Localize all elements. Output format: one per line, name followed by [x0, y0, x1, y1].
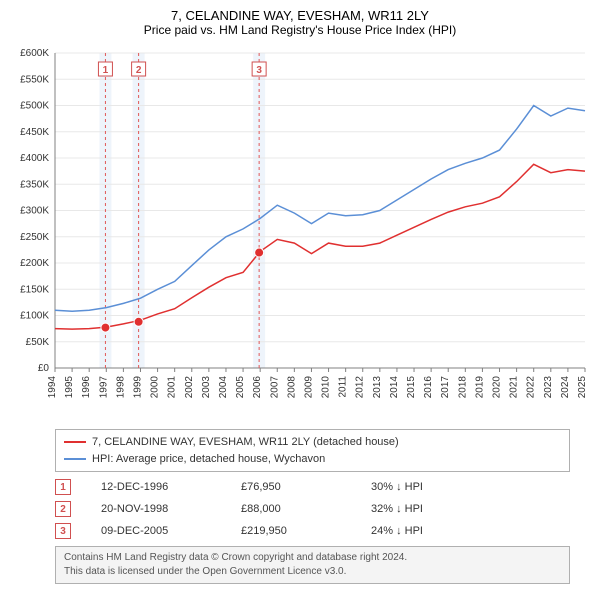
- sale-delta: 32% ↓ HPI: [371, 503, 481, 515]
- legend-label: HPI: Average price, detached house, Wych…: [92, 451, 325, 468]
- svg-text:2015: 2015: [406, 376, 417, 399]
- sale-delta: 24% ↓ HPI: [371, 525, 481, 537]
- svg-text:2016: 2016: [423, 376, 434, 399]
- svg-text:1999: 1999: [132, 376, 143, 399]
- sale-price: £88,000: [241, 503, 341, 515]
- chart-title: 7, CELANDINE WAY, EVESHAM, WR11 2LY: [0, 0, 600, 23]
- svg-text:£350K: £350K: [20, 179, 49, 190]
- line-chart-svg: £0 £50K £100K £150K £200K £250K £300K £350K £400…: [0, 43, 600, 423]
- svg-text:2017: 2017: [440, 376, 451, 399]
- svg-text:3: 3: [256, 65, 262, 76]
- svg-text:2003: 2003: [201, 376, 212, 399]
- svg-text:2007: 2007: [269, 376, 280, 399]
- svg-text:£0: £0: [38, 363, 50, 374]
- legend-box: 7, CELANDINE WAY, EVESHAM, WR11 2LY (det…: [55, 429, 570, 472]
- svg-text:2025: 2025: [577, 376, 588, 399]
- svg-text:2018: 2018: [457, 376, 468, 399]
- svg-text:2019: 2019: [474, 376, 485, 399]
- svg-text:1995: 1995: [64, 376, 75, 399]
- svg-text:2008: 2008: [286, 376, 297, 399]
- svg-text:1998: 1998: [115, 376, 126, 399]
- sale-badge: 2: [55, 501, 71, 517]
- sale-row: 3 09-DEC-2005 £219,950 24% ↓ HPI: [55, 520, 570, 542]
- svg-text:£600K: £600K: [20, 48, 49, 59]
- legend-item: HPI: Average price, detached house, Wych…: [64, 451, 561, 468]
- svg-text:2023: 2023: [543, 376, 554, 399]
- legend-item: 7, CELANDINE WAY, EVESHAM, WR11 2LY (det…: [64, 434, 561, 451]
- svg-text:2012: 2012: [355, 376, 366, 399]
- svg-text:£300K: £300K: [20, 206, 49, 217]
- svg-text:£150K: £150K: [20, 284, 49, 295]
- sale-badge: 3: [55, 523, 71, 539]
- svg-text:2013: 2013: [372, 376, 383, 399]
- svg-text:1996: 1996: [81, 376, 92, 399]
- svg-text:1: 1: [103, 65, 109, 76]
- sale-date: 12-DEC-1996: [101, 481, 211, 493]
- legend-swatch: [64, 458, 86, 460]
- svg-text:£200K: £200K: [20, 258, 49, 269]
- svg-text:2: 2: [136, 65, 142, 76]
- sales-table: 1 12-DEC-1996 £76,950 30% ↓ HPI 2 20-NOV-1998…: [55, 476, 570, 542]
- svg-text:2006: 2006: [252, 376, 263, 399]
- sale-price: £76,950: [241, 481, 341, 493]
- sale-date: 20-NOV-1998: [101, 503, 211, 515]
- svg-text:2014: 2014: [389, 376, 400, 399]
- svg-text:2005: 2005: [235, 376, 246, 399]
- sale-date: 09-DEC-2005: [101, 525, 211, 537]
- svg-text:2024: 2024: [560, 376, 571, 399]
- sale-row: 1 12-DEC-1996 £76,950 30% ↓ HPI: [55, 476, 570, 498]
- sale-price: £219,950: [241, 525, 341, 537]
- sale-badge: 1: [55, 479, 71, 495]
- chart-subtitle: Price paid vs. HM Land Registry's House …: [0, 23, 600, 43]
- svg-text:1997: 1997: [98, 376, 109, 399]
- svg-text:2000: 2000: [150, 376, 161, 399]
- chart-container: 7, CELANDINE WAY, EVESHAM, WR11 2LY Pric…: [0, 0, 600, 584]
- svg-text:£100K: £100K: [20, 311, 49, 322]
- svg-text:£450K: £450K: [20, 127, 49, 138]
- svg-text:2020: 2020: [492, 376, 503, 399]
- sale-row: 2 20-NOV-1998 £88,000 32% ↓ HPI: [55, 498, 570, 520]
- svg-text:£50K: £50K: [26, 337, 50, 348]
- license-box: Contains HM Land Registry data © Crown c…: [55, 546, 570, 584]
- svg-text:£250K: £250K: [20, 232, 49, 243]
- svg-text:2004: 2004: [218, 376, 229, 399]
- chart-plot-area: £0 £50K £100K £150K £200K £250K £300K £350K £400…: [0, 43, 600, 423]
- legend-swatch: [64, 441, 86, 443]
- svg-text:2011: 2011: [338, 376, 349, 398]
- svg-text:1994: 1994: [47, 376, 58, 399]
- legend-label: 7, CELANDINE WAY, EVESHAM, WR11 2LY (det…: [92, 434, 399, 451]
- svg-text:2009: 2009: [303, 376, 314, 399]
- svg-text:2021: 2021: [509, 376, 520, 399]
- svg-text:£500K: £500K: [20, 101, 49, 112]
- svg-text:£400K: £400K: [20, 153, 49, 164]
- svg-text:2022: 2022: [526, 376, 537, 399]
- sale-delta: 30% ↓ HPI: [371, 481, 481, 493]
- svg-text:£550K: £550K: [20, 74, 49, 85]
- svg-text:2001: 2001: [167, 376, 178, 399]
- svg-text:2002: 2002: [184, 376, 195, 399]
- license-line-1: Contains HM Land Registry data © Crown c…: [64, 551, 561, 565]
- svg-text:2010: 2010: [321, 376, 332, 399]
- license-line-2: This data is licensed under the Open Gov…: [64, 565, 561, 579]
